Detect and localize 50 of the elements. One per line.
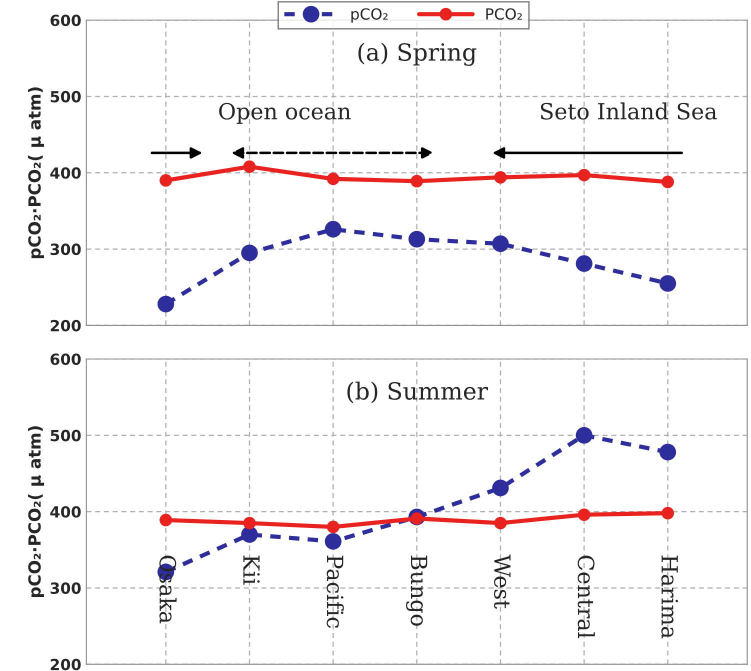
x-tick-label: Bungo bbox=[406, 556, 428, 626]
legend-label: PCO₂ bbox=[486, 8, 522, 20]
point bbox=[324, 220, 342, 238]
point bbox=[410, 174, 424, 188]
point bbox=[492, 235, 509, 252]
y-tick-label: 200 bbox=[50, 320, 81, 332]
y-tick-label: 400 bbox=[50, 167, 81, 179]
text: (a) Spring bbox=[358, 42, 476, 66]
y-axis-title: pCO₂·PCO₂( μ atm) bbox=[28, 87, 44, 258]
point bbox=[659, 444, 676, 460]
y-tick-label: 400 bbox=[50, 506, 81, 518]
point bbox=[243, 516, 256, 530]
y-tick-label: 200 bbox=[50, 658, 81, 670]
x-tick-label: Kii bbox=[243, 556, 260, 585]
y-tick-label: 500 bbox=[50, 90, 81, 102]
legend-label: pCO₂ bbox=[351, 8, 388, 23]
y-tick-label: 600 bbox=[50, 14, 81, 26]
point bbox=[158, 296, 174, 312]
x-tick-label: Harima bbox=[661, 556, 678, 638]
point bbox=[492, 480, 509, 496]
point bbox=[578, 508, 590, 521]
x-tick-label: Pacific bbox=[326, 556, 344, 628]
point bbox=[324, 533, 342, 550]
point bbox=[243, 160, 256, 173]
point bbox=[659, 275, 676, 292]
point bbox=[326, 172, 340, 186]
point bbox=[578, 168, 590, 182]
point bbox=[326, 520, 340, 534]
y-tick-label: 300 bbox=[50, 244, 81, 256]
annotation: Seto Inland Sea bbox=[540, 102, 717, 120]
point bbox=[576, 426, 592, 444]
point bbox=[241, 244, 258, 262]
point bbox=[494, 516, 507, 530]
point bbox=[408, 230, 426, 248]
y-tick-label: 600 bbox=[50, 353, 81, 366]
x-tick-label: Central bbox=[578, 556, 595, 638]
point bbox=[241, 526, 258, 543]
point bbox=[576, 255, 592, 272]
annotation: Open ocean bbox=[219, 102, 351, 124]
point bbox=[160, 174, 172, 187]
x-tick-label: Osaka bbox=[159, 556, 177, 624]
point bbox=[494, 171, 507, 184]
y-axis-title: pCO₂·PCO₂( μ atm) bbox=[28, 426, 44, 598]
point bbox=[662, 506, 674, 520]
y-tick-label: 300 bbox=[50, 582, 81, 594]
x-tick-label: West bbox=[494, 554, 511, 609]
point bbox=[662, 176, 674, 188]
text: (b) Summer bbox=[347, 382, 488, 404]
point bbox=[160, 514, 172, 526]
y-tick-label: 500 bbox=[50, 430, 81, 442]
